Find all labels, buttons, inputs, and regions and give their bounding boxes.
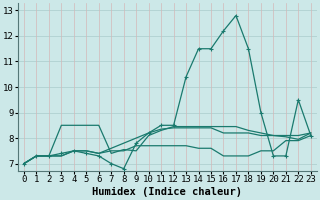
- X-axis label: Humidex (Indice chaleur): Humidex (Indice chaleur): [92, 187, 242, 197]
